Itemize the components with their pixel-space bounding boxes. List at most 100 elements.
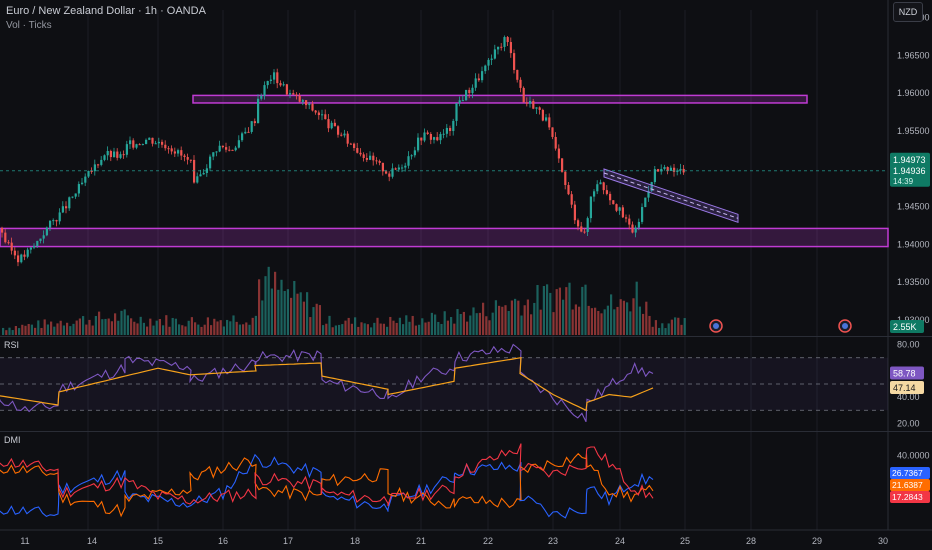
candle-body [401, 167, 404, 169]
candle-body [324, 114, 327, 120]
rsi-ma-value-label: 47.14 [893, 383, 916, 393]
volume-bar [677, 317, 680, 335]
volume-bar [558, 287, 561, 335]
volume-bar [472, 307, 475, 335]
volume-bar [296, 293, 299, 335]
candle-body [49, 220, 52, 228]
candle-body [234, 147, 237, 151]
volume-bar [56, 323, 59, 335]
volume-bar [482, 302, 485, 335]
volume-bar [459, 314, 462, 335]
volume-bar [341, 324, 344, 335]
candle-body [250, 121, 253, 132]
volume-bar [443, 311, 446, 335]
candle-body [113, 151, 116, 158]
candle-body [247, 131, 250, 133]
volume-bar [274, 271, 277, 335]
candle-body [452, 120, 455, 131]
candle-body [106, 150, 109, 156]
volume-bar [613, 309, 616, 335]
volume-bar [238, 324, 241, 335]
candle-body [561, 158, 564, 172]
rsi-value-label: 58.78 [893, 368, 916, 378]
time-axis: 11 14 15 16 17 18 21 22 23 24 25 28 29 30 [20, 536, 888, 546]
candle-body [333, 122, 336, 127]
volume-bar [427, 321, 430, 335]
volume-indicator-label: Vol · Ticks [6, 20, 52, 31]
currency-button[interactable]: NZD [893, 2, 923, 22]
dmi-value-label: 17.2843 [892, 492, 923, 502]
volume-bar [283, 290, 286, 335]
volume-bar [149, 318, 152, 335]
candle-body [500, 46, 503, 48]
candle-body [381, 162, 384, 172]
volume-bar [530, 314, 533, 335]
volume-bar [203, 324, 206, 335]
dmi-value-box [890, 491, 930, 503]
volume-bar [523, 305, 526, 335]
time-tick-label: 24 [615, 536, 625, 546]
candle-body [183, 155, 186, 158]
candle-body [465, 89, 468, 101]
volume-bar [315, 303, 318, 335]
time-tick-label: 29 [812, 536, 822, 546]
rsi-title: RSI [4, 340, 19, 350]
volume-bar [248, 324, 251, 335]
candle-body [231, 149, 234, 151]
candle-body [71, 196, 74, 198]
volume-bar [536, 285, 539, 335]
last-price-label: 1.94973 [893, 155, 926, 165]
volume-bar [254, 315, 257, 335]
volume-bar [46, 324, 49, 335]
volume-bar [389, 316, 392, 335]
volume-bar [126, 315, 129, 335]
volume-bar [347, 317, 350, 335]
candle-body [657, 169, 660, 172]
candle-body [61, 206, 64, 213]
volume-bar [11, 330, 14, 335]
last-price-box [890, 152, 930, 187]
volume-bar [514, 298, 517, 335]
volume-bar [446, 320, 449, 335]
volume-bar [133, 321, 136, 335]
volume-bar [14, 325, 17, 335]
volume-bar [50, 321, 53, 335]
volume-bar [197, 324, 200, 335]
volume-bar [334, 325, 337, 335]
candle-body [164, 144, 167, 149]
volume-bar [302, 301, 305, 335]
candle-body [343, 133, 346, 136]
candle-body [317, 112, 320, 116]
candle-body [52, 220, 55, 222]
volume-bar [434, 314, 437, 335]
volume-bar [674, 317, 677, 335]
candle-body [596, 184, 599, 192]
volume-bar [136, 323, 139, 335]
volume-bar [552, 312, 555, 335]
volume-bar [120, 310, 123, 335]
candle-body [266, 80, 269, 86]
dmi-tick-label: 40.0000 [897, 450, 930, 460]
volume-bar [318, 305, 321, 335]
price-tick-label: 1.95500 [897, 126, 930, 136]
volume-bar [43, 319, 46, 335]
candle-body [429, 133, 432, 140]
price-tick-label: 1.94000 [897, 239, 930, 249]
candle-body [449, 127, 452, 131]
candle-body [679, 168, 682, 171]
volume-bar [379, 323, 382, 335]
candle-body [13, 250, 16, 256]
candle-body [135, 144, 138, 148]
volume-bar [152, 325, 155, 335]
volume-bar [648, 315, 651, 335]
volume-bar [584, 284, 587, 335]
volume-bar [229, 321, 232, 335]
volume-bar [405, 315, 408, 335]
trend-channel-midline [603, 172, 739, 219]
volume-bar [517, 300, 520, 335]
candle-body [372, 155, 375, 161]
candle-body [359, 152, 362, 155]
volume-bar [306, 292, 309, 335]
candle-body [513, 53, 516, 70]
